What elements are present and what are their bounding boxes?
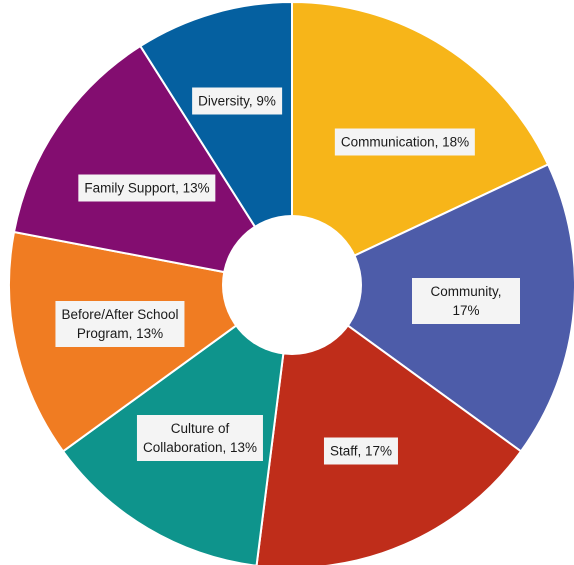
slice-label: Staff, 17% — [323, 437, 399, 465]
slice-label: Culture of Collaboration, 13% — [136, 415, 264, 461]
pie-slice — [138, 0, 293, 289]
slice-label: Community, 17% — [412, 278, 520, 324]
slice-label: Communication, 18% — [334, 128, 476, 156]
pie-slice — [255, 283, 523, 565]
slice-label: Diversity, 9% — [192, 87, 282, 115]
slice-label: Family Support, 13% — [78, 174, 216, 202]
pie-slice — [12, 44, 295, 287]
donut-hole — [222, 215, 362, 355]
slice-label: Before/After School Program, 13% — [55, 301, 185, 347]
